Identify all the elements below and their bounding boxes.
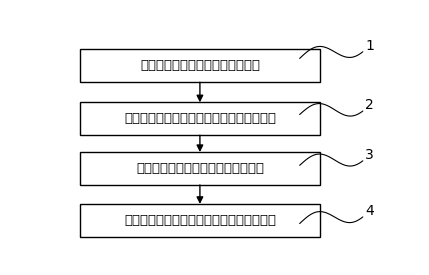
Text: 4: 4 <box>365 204 374 218</box>
Text: 建立电容器元件击穿时的等值电路: 建立电容器元件击穿时的等值电路 <box>140 59 260 72</box>
Text: 2: 2 <box>365 98 374 112</box>
Text: 3: 3 <box>365 148 374 162</box>
Bar <box>80 152 320 185</box>
Bar <box>80 50 320 82</box>
Text: 1: 1 <box>365 39 374 53</box>
Text: 计算注入击穿元件串联内熔丝的能量: 计算注入击穿元件串联内熔丝的能量 <box>136 162 264 175</box>
Text: 获得流过击穿电容器元件支路的电流表达式: 获得流过击穿电容器元件支路的电流表达式 <box>124 112 276 125</box>
Text: 判断高压电容器单元中内熔丝能否可靠熔断: 判断高压电容器单元中内熔丝能否可靠熔断 <box>124 214 276 227</box>
Bar <box>80 204 320 237</box>
Bar <box>80 102 320 135</box>
